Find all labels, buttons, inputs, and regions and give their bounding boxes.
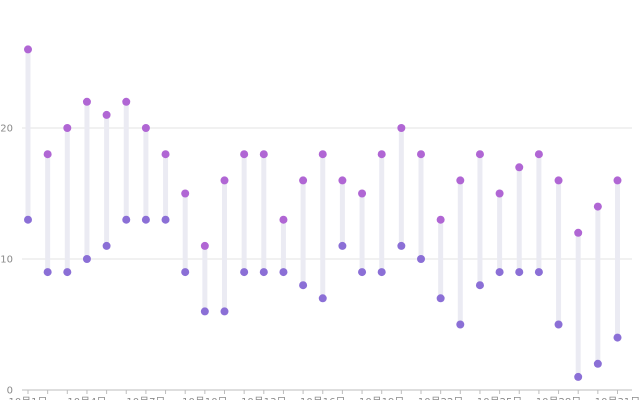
x-tick-label: 10月25日 [477,396,522,400]
x-tick-label: 10月4日 [67,396,106,400]
high-point [318,150,327,159]
low-point [240,268,249,277]
low-point [161,215,170,224]
low-point [220,307,229,316]
low-point [534,268,543,277]
low-point [554,320,563,329]
high-point [63,124,72,132]
high-point [495,189,504,198]
high-point [534,150,543,159]
low-point [299,281,308,290]
low-point [593,359,602,368]
high-point [24,45,32,54]
low-point [318,294,327,303]
x-axis [22,389,632,394]
low-point [495,268,504,277]
x-tick-label: 10月7日 [126,396,165,400]
low-point [613,333,622,342]
low-point [102,241,111,250]
low-point [515,268,524,277]
high-point [338,176,347,185]
high-point [475,150,484,159]
high-point [181,189,190,198]
high-point [299,176,308,185]
low-point [122,215,131,224]
high-point [554,176,563,185]
range-bars [25,46,620,380]
low-point [43,268,52,277]
high-point [574,228,583,237]
high-point [613,176,622,185]
high-point [43,150,52,159]
high-point [397,124,406,132]
x-tick-label: 10月22日 [418,396,463,400]
high-point [279,215,288,224]
x-tick-label: 10月28日 [536,396,581,400]
gridlines [22,127,632,260]
high-point [358,189,367,198]
low-point [82,255,91,263]
high-point [259,150,268,159]
y-tick-label: 10 [0,255,13,266]
high-point [102,110,111,119]
x-tick-label: 10月19日 [359,396,404,400]
x-tick-label: 10月13日 [241,396,286,400]
low-point [63,268,72,277]
low-point [358,268,367,277]
low-point [259,268,268,277]
high-point [377,150,386,159]
low-point [397,241,406,250]
y-tick-label: 20 [0,124,13,135]
x-axis-labels: 10月1日 10月4日 10月7日 10月10日 10月13日 10月16日 10月19日 1… [8,396,640,400]
y-axis-labels: 0 10 20 [0,124,13,397]
low-point [417,255,425,263]
high-point [122,97,131,106]
y-tick-label: 0 [7,386,13,397]
x-tick-label: 10月1日 [8,396,47,400]
low-point [24,215,32,224]
low-point [574,372,583,381]
high-point [220,176,229,185]
high-point [515,163,524,172]
low-point [279,268,288,277]
high-point [436,215,445,224]
x-tick-label: 10月10日 [182,396,227,400]
x-tick-label: 10月16日 [300,396,345,400]
high-point [141,124,150,132]
range-dots [24,45,622,381]
high-point [161,150,170,159]
high-point [82,97,91,106]
low-point [475,281,484,290]
x-tick-label: 10月31日 [595,396,640,400]
low-point [338,241,347,250]
low-point [181,268,190,277]
low-point [141,215,150,224]
low-point [456,320,465,329]
low-point [436,294,445,303]
high-point [240,150,249,159]
high-point [593,202,602,211]
low-point [377,268,386,277]
high-point [456,176,465,185]
low-point [200,307,209,316]
high-point [417,150,425,159]
high-point [200,241,209,250]
